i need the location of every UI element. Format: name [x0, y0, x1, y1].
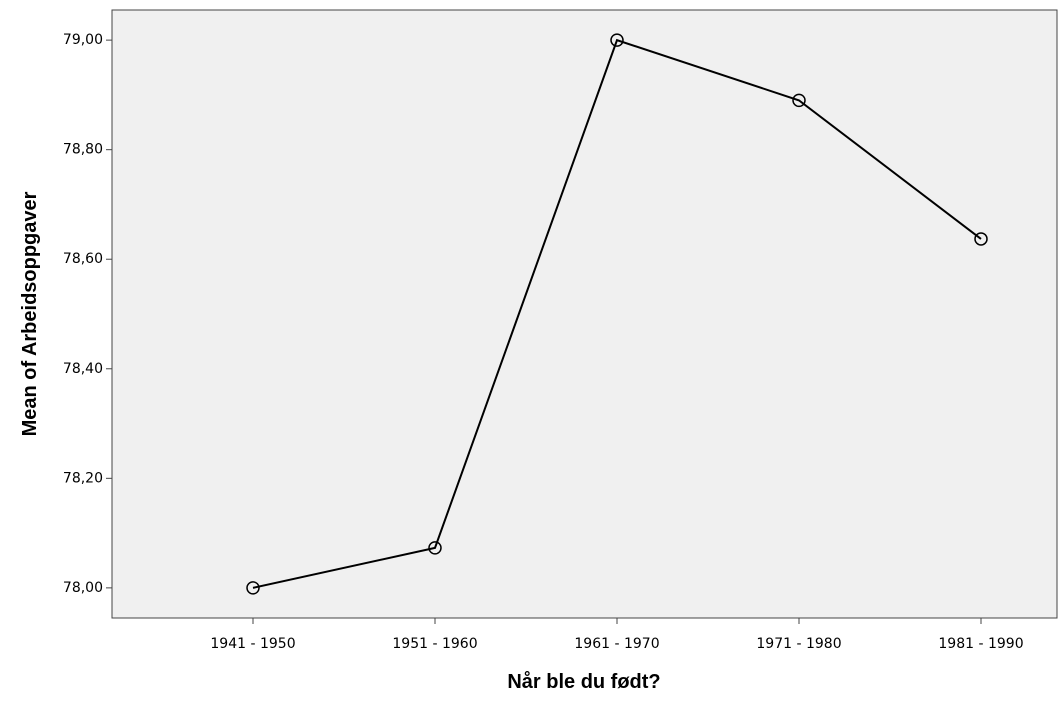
- x-tick-label: 1961 - 1970: [574, 636, 659, 652]
- series-line: [252, 38, 982, 589]
- y-tick-label: 79,00: [63, 32, 103, 48]
- y-tick-label: 78,00: [63, 580, 103, 596]
- point-marker: [792, 93, 806, 108]
- x-tick-label: 1971 - 1980: [756, 636, 841, 652]
- x-axis-title: Når ble du født?: [507, 670, 660, 693]
- point-marker: [974, 232, 988, 246]
- point-marker: [428, 541, 442, 555]
- y-tick-label: 78,60: [63, 251, 103, 267]
- y-tick-label: 78,80: [63, 142, 103, 158]
- point-marker: [610, 33, 624, 47]
- x-tick-label: 1981 - 1990: [938, 636, 1023, 652]
- x-tick-label: 1941 - 1950: [210, 636, 295, 652]
- plot-area: [111, 9, 1058, 619]
- y-tick-label: 78,20: [63, 470, 103, 486]
- x-tick-label: 1951 - 1960: [392, 636, 477, 652]
- y-tick-label: 78,40: [63, 361, 103, 377]
- y-axis-title: Mean of Arbeidsoppgaver: [19, 191, 41, 436]
- point-marker: [246, 581, 260, 595]
